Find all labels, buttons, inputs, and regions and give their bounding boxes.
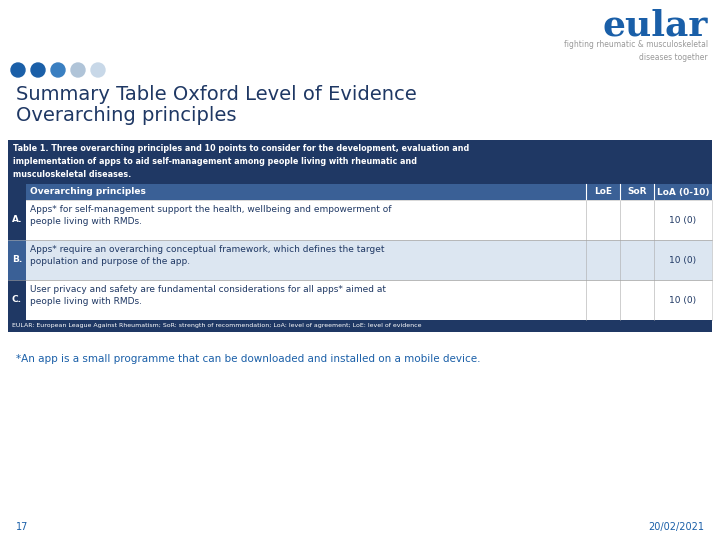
Bar [8, 200, 712, 240]
Bar [8, 184, 712, 200]
Text: eular: eular [603, 8, 708, 42]
Text: LoE: LoE [594, 187, 612, 197]
Text: Overarching principles: Overarching principles [16, 106, 236, 125]
Text: SoR: SoR [627, 187, 647, 197]
Circle shape [71, 63, 85, 77]
Bar [8, 280, 26, 320]
Text: C.: C. [12, 295, 22, 305]
Circle shape [91, 63, 105, 77]
Circle shape [31, 63, 45, 77]
Text: 10 (0): 10 (0) [670, 215, 696, 225]
Text: 20/02/2021: 20/02/2021 [648, 522, 704, 532]
Text: Table 1. Three overarching principles and 10 points to consider for the developm: Table 1. Three overarching principles an… [13, 144, 469, 179]
Circle shape [11, 63, 25, 77]
Bar [8, 200, 26, 240]
Text: 17: 17 [16, 522, 28, 532]
Text: EULAR: European League Against Rheumatism; SoR: strength of recommendation; LoA:: EULAR: European League Against Rheumatis… [12, 323, 421, 328]
Bar [8, 280, 712, 320]
Circle shape [51, 63, 65, 77]
Text: 10 (0): 10 (0) [670, 295, 696, 305]
Text: *An app is a small programme that can be downloaded and installed on a mobile de: *An app is a small programme that can be… [16, 354, 480, 364]
Text: 10 (0): 10 (0) [670, 255, 696, 265]
Bar [8, 140, 712, 184]
Bar [8, 240, 712, 280]
Bar [8, 240, 26, 280]
Bar [8, 184, 26, 200]
Bar [8, 320, 712, 332]
Text: LoA (0-10): LoA (0-10) [657, 187, 709, 197]
Text: Overarching principles: Overarching principles [30, 187, 146, 197]
Text: fighting rheumatic & musculoskeletal
diseases together: fighting rheumatic & musculoskeletal dis… [564, 40, 708, 62]
Text: A.: A. [12, 215, 22, 225]
Text: Apps* for self-management support the health, wellbeing and empowerment of
peopl: Apps* for self-management support the he… [30, 205, 392, 226]
Text: Apps* require an overarching conceptual framework, which defines the target
popu: Apps* require an overarching conceptual … [30, 245, 384, 267]
Text: User privacy and safety are fundamental considerations for all apps* aimed at
pe: User privacy and safety are fundamental … [30, 285, 386, 307]
Text: B.: B. [12, 255, 22, 265]
Text: Summary Table Oxford Level of Evidence: Summary Table Oxford Level of Evidence [16, 85, 417, 104]
